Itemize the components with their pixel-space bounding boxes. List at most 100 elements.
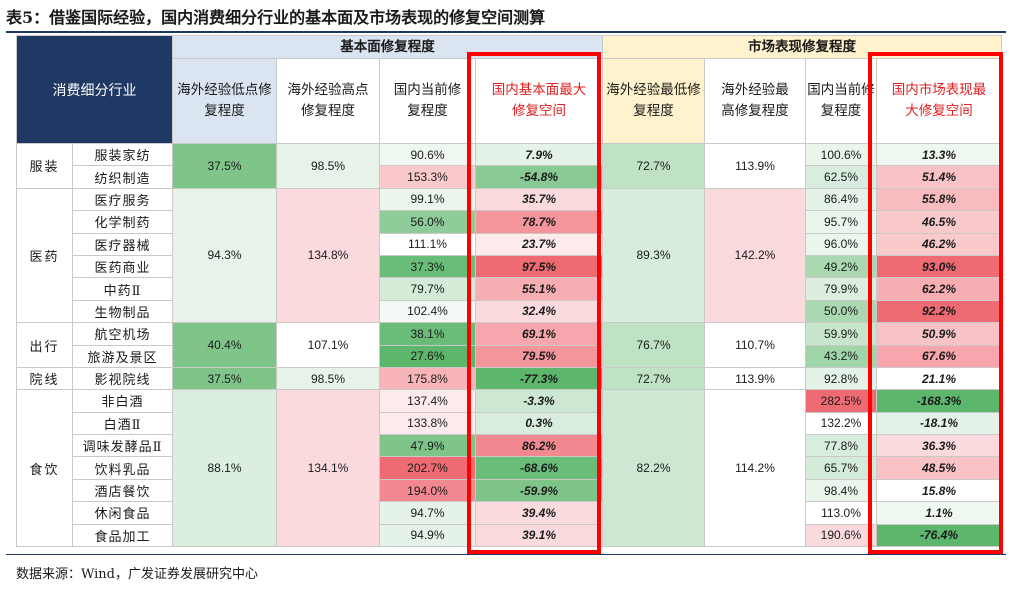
m-cur-cell: 65.7% — [805, 456, 877, 480]
f-cur-cell: 94.7% — [379, 501, 476, 525]
f-max-cell: 0.3% — [475, 411, 603, 436]
m-cur-cell: 98.4% — [805, 478, 877, 503]
f-max-cell: 55.1% — [475, 277, 603, 301]
m-cur-cell: 100.6% — [805, 142, 877, 167]
m-max-cell: 21.1% — [876, 366, 1002, 391]
header-market-group: 市场表现修复程度 — [602, 35, 1002, 59]
f-max-cell: 35.7% — [475, 187, 603, 212]
m-high-cell: 142.2% — [704, 187, 806, 324]
m-low-cell: 76.7% — [602, 322, 705, 368]
m-cur-cell: 86.4% — [805, 187, 877, 212]
m-low-cell: 72.7% — [602, 366, 705, 391]
m-max-cell: 48.5% — [876, 456, 1002, 480]
f-cur-cell: 133.8% — [379, 411, 476, 436]
f-cur-cell: 102.4% — [379, 299, 476, 324]
industry-label: 影视院线 — [72, 366, 173, 391]
f-cur-cell: 111.1% — [379, 232, 476, 256]
m-cur-cell: 95.7% — [805, 210, 877, 234]
table-row: 食饮 非白酒 88.1% 134.1% 137.4% -3.3% 82.2% 114.2% 28… — [16, 389, 1002, 548]
m-max-cell: 62.2% — [876, 277, 1002, 301]
f-high-cell: 98.5% — [276, 143, 380, 189]
industry-label: 航空机场 — [72, 322, 173, 346]
m-high-cell: 114.2% — [704, 389, 806, 548]
table-row: 医药商业 37.3% 97.5% 49.2% 93.0% — [17, 254, 1002, 279]
f-max-cell: 39.1% — [475, 523, 603, 548]
industry-label: 纺织制造 — [72, 165, 173, 189]
header-f-low: 海外经验低点修复程度 — [172, 58, 277, 144]
f-cur-cell: 137.4% — [379, 389, 476, 413]
m-max-cell: 36.3% — [876, 434, 1002, 458]
m-max-cell: 13.3% — [876, 142, 1002, 167]
table-row: 纺织制造 153.3% -54.8% 62.5% 51.4% — [17, 165, 1002, 189]
industry-label: 服装家纺 — [72, 142, 173, 167]
f-cur-cell: 90.6% — [379, 142, 476, 167]
f-max-cell: 7.9% — [475, 142, 603, 167]
industry-label: 白酒Ⅱ — [72, 411, 173, 436]
recovery-table: 消费细分行业 基本面修复程度 市场表现修复程度 海外经验低点修复程度 海外经验高… — [16, 35, 1002, 548]
group-label: 服装 — [16, 143, 73, 189]
m-max-cell: 15.8% — [876, 478, 1002, 503]
f-cur-cell: 202.7% — [379, 456, 476, 480]
f-cur-cell: 194.0% — [379, 478, 476, 503]
industry-label: 非白酒 — [72, 389, 173, 413]
f-low-cell: 94.3% — [172, 187, 277, 324]
table-row: 调味发酵品Ⅱ 47.9% 86.2% 77.8% 36.3% — [17, 434, 1002, 458]
bottom-rule — [6, 554, 1006, 555]
f-cur-cell: 37.3% — [379, 254, 476, 279]
group-label: 医药 — [16, 187, 73, 324]
table-row: 出行 航空机场 40.4% 107.1% 38.1% 69.1% 76.7% 110.7% 59… — [16, 322, 1002, 368]
industry-label: 医疗器械 — [72, 232, 173, 256]
industry-label: 生物制品 — [72, 299, 173, 324]
f-max-cell: 39.4% — [475, 501, 603, 525]
f-cur-cell: 56.0% — [379, 210, 476, 234]
m-cur-cell: 132.2% — [805, 411, 877, 436]
m-high-cell: 113.9% — [704, 143, 806, 189]
table-row: 生物制品 102.4% 32.4% 50.0% 92.2% — [17, 299, 1002, 324]
industry-label: 饮料乳品 — [72, 456, 173, 480]
group-label: 出行 — [16, 322, 73, 368]
group-label: 食饮 — [16, 389, 73, 548]
industry-label: 食品加工 — [72, 523, 173, 548]
f-cur-cell: 27.6% — [379, 344, 476, 368]
m-max-cell: -168.3% — [876, 389, 1002, 413]
table-row: 酒店餐饮 194.0% -59.9% 98.4% 15.8% — [17, 478, 1002, 503]
group-label: 院线 — [16, 366, 73, 391]
header-fundamental-group: 基本面修复程度 — [172, 35, 603, 59]
m-max-cell: 1.1% — [876, 501, 1002, 525]
f-max-cell: 97.5% — [475, 254, 603, 279]
industry-label: 休闲食品 — [72, 501, 173, 525]
f-max-cell: -77.3% — [475, 366, 603, 391]
f-low-cell: 40.4% — [172, 322, 277, 368]
table-row: 旅游及景区 27.6% 79.5% 43.2% 67.6% — [17, 344, 1002, 368]
f-cur-cell: 47.9% — [379, 434, 476, 458]
table-row: 服装 服装家纺 37.5% 98.5% 90.6% 7.9% 72.7% 113.9% 100.… — [16, 142, 1002, 189]
m-cur-cell: 190.6% — [805, 523, 877, 548]
industry-label: 医药商业 — [72, 254, 173, 279]
m-low-cell: 82.2% — [602, 389, 705, 548]
table-row: 化学制药 56.0% 78.7% 95.7% 46.5% — [17, 210, 1002, 234]
f-cur-cell: 99.1% — [379, 187, 476, 212]
industry-label: 酒店餐饮 — [72, 478, 173, 503]
m-max-cell: 93.0% — [876, 254, 1002, 279]
f-max-cell: -3.3% — [475, 389, 603, 413]
header-industry: 消费细分行业 — [16, 35, 173, 144]
industry-label: 旅游及景区 — [72, 344, 173, 368]
table-row: 医药 医疗服务 94.3% 134.8% 99.1% 35.7% 89.3% 142.2% 86… — [16, 187, 1002, 324]
m-cur-cell: 92.8% — [805, 366, 877, 391]
m-low-cell: 89.3% — [602, 187, 705, 324]
f-high-cell: 134.8% — [276, 187, 380, 324]
m-max-cell: 55.8% — [876, 187, 1002, 212]
f-cur-cell: 94.9% — [379, 523, 476, 548]
industry-label: 医疗服务 — [72, 187, 173, 212]
f-high-cell: 134.1% — [276, 389, 380, 548]
header-m-cur: 国内当前修复程度 — [805, 58, 877, 144]
f-low-cell: 37.5% — [172, 366, 277, 391]
f-cur-cell: 38.1% — [379, 322, 476, 346]
f-max-cell: -59.9% — [475, 478, 603, 503]
f-max-cell: 78.7% — [475, 210, 603, 234]
f-high-cell: 107.1% — [276, 322, 380, 368]
m-cur-cell: 50.0% — [805, 299, 877, 324]
f-max-cell: -68.6% — [475, 456, 603, 480]
f-high-cell: 98.5% — [276, 366, 380, 391]
table-row: 白酒Ⅱ 133.8% 0.3% 132.2% -18.1% — [17, 411, 1002, 436]
